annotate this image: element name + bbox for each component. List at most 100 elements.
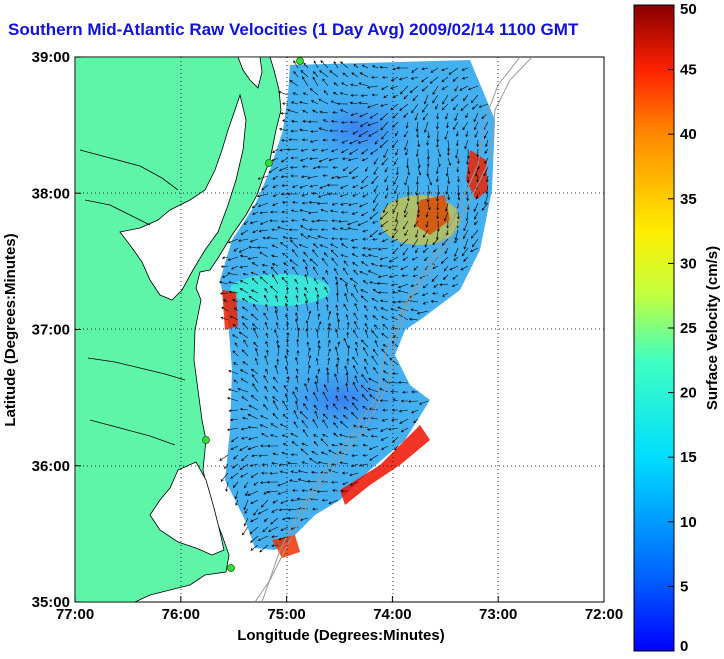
velocity-vector — [323, 90, 329, 96]
velocity-vector — [405, 121, 409, 129]
colorbar-tick-label: 25 — [680, 320, 697, 337]
velocity-vector — [383, 94, 389, 99]
velocity-vector — [361, 157, 369, 162]
velocity-vector — [307, 355, 312, 366]
velocity-vector — [463, 256, 469, 262]
velocity-vector — [309, 258, 319, 267]
velocity-vector — [253, 508, 259, 516]
velocity-vector — [257, 175, 269, 180]
velocity-vector — [305, 395, 309, 402]
velocity-vector — [382, 378, 389, 384]
station-marker[interactable] — [227, 564, 235, 572]
velocity-vector — [317, 340, 321, 348]
velocity-vector — [432, 291, 439, 295]
velocity-vector — [319, 70, 329, 78]
colorbar-tick-label: 15 — [680, 449, 697, 466]
velocity-vector — [330, 480, 339, 484]
velocity-vector — [340, 210, 349, 214]
velocity-vector — [440, 256, 449, 264]
velocity-vector — [240, 229, 249, 235]
velocity-vector — [483, 130, 489, 139]
velocity-vector — [242, 272, 249, 276]
velocity-vector — [331, 227, 339, 231]
velocity-vector — [243, 517, 249, 527]
velocity-vector — [475, 193, 479, 200]
velocity-vector — [314, 381, 319, 393]
velocity-vector — [239, 407, 249, 411]
velocity-vector — [348, 166, 359, 175]
velocity-vector — [350, 112, 359, 117]
velocity-vector — [271, 263, 279, 267]
velocity-vector — [374, 340, 379, 348]
velocity-vector — [347, 157, 359, 162]
velocity-vector — [395, 130, 399, 137]
velocity-vector — [357, 220, 369, 226]
velocity-vector — [398, 76, 409, 81]
hot-spot-e — [415, 195, 450, 235]
velocity-vector — [274, 329, 279, 339]
station-marker[interactable] — [202, 436, 210, 444]
velocity-vector — [454, 238, 459, 244]
velocity-vector — [239, 288, 249, 294]
velocity-vector — [273, 376, 279, 384]
velocity-vector — [271, 254, 279, 258]
velocity-vector — [320, 60, 329, 69]
velocity-vector — [335, 312, 339, 321]
velocity-vector — [392, 139, 399, 149]
velocity-vector — [391, 408, 399, 412]
velocity-vector — [322, 78, 329, 87]
velocity-vector — [243, 220, 249, 226]
velocity-vector — [260, 471, 269, 475]
velocity-vector — [334, 346, 339, 357]
velocity-vector — [307, 310, 312, 321]
velocity-vector — [248, 404, 259, 411]
velocity-vector — [354, 375, 359, 384]
velocity-vector — [381, 348, 389, 357]
velocity-vector — [435, 175, 439, 183]
velocity-vector — [404, 175, 409, 186]
velocity-vector — [301, 76, 309, 87]
velocity-vector — [307, 479, 319, 483]
velocity-vector — [301, 193, 309, 197]
velocity-vector — [317, 461, 329, 465]
velocity-vector — [462, 121, 469, 131]
velocity-vector — [289, 165, 299, 169]
velocity-vector — [409, 85, 419, 94]
velocity-vector — [316, 490, 329, 494]
velocity-vector — [485, 184, 489, 195]
velocity-vector — [376, 281, 389, 285]
velocity-vector — [472, 238, 479, 248]
velocity-vector — [362, 453, 369, 457]
velocity-vector — [352, 130, 359, 135]
velocity-vector — [457, 193, 461, 201]
velocity-vector — [430, 67, 439, 73]
velocity-vector — [280, 175, 289, 179]
station-marker[interactable] — [265, 159, 273, 167]
velocity-vector — [247, 425, 259, 429]
velocity-vector — [305, 319, 309, 330]
velocity-vector — [250, 499, 259, 504]
velocity-vector — [309, 139, 319, 143]
velocity-vector — [359, 72, 369, 78]
velocity-vector — [275, 294, 279, 303]
velocity-vector — [310, 129, 319, 133]
velocity-vector — [351, 402, 359, 411]
velocity-vector — [250, 313, 259, 321]
velocity-vector — [345, 382, 349, 393]
velocity-vector — [286, 109, 299, 114]
water-chesapeake — [119, 93, 247, 301]
colorbar-tick-label: 30 — [680, 255, 697, 272]
velocity-vector — [327, 348, 331, 357]
velocity-vector — [405, 148, 409, 156]
velocity-vector — [378, 264, 389, 268]
velocity-vector — [339, 92, 349, 96]
velocity-vector — [446, 220, 450, 229]
velocity-vector — [340, 120, 349, 124]
velocity-vector — [415, 247, 419, 254]
velocity-vector — [443, 265, 449, 272]
velocity-vector — [378, 229, 389, 235]
velocity-vector — [412, 274, 419, 278]
station-marker[interactable] — [296, 57, 304, 65]
velocity-vector — [327, 326, 331, 339]
velocity-vector — [318, 157, 329, 163]
